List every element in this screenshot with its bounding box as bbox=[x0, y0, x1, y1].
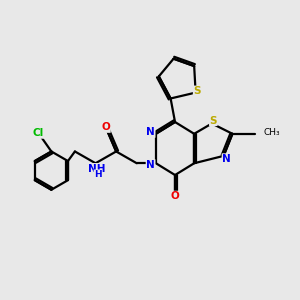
Text: H: H bbox=[94, 170, 102, 179]
Text: N: N bbox=[146, 160, 155, 170]
Text: NH: NH bbox=[88, 164, 106, 173]
Text: N: N bbox=[146, 127, 155, 137]
Text: CH₃: CH₃ bbox=[263, 128, 280, 137]
Text: Cl: Cl bbox=[32, 128, 44, 138]
Text: N: N bbox=[222, 154, 231, 164]
Text: O: O bbox=[101, 122, 110, 132]
Text: S: S bbox=[194, 86, 201, 96]
Text: O: O bbox=[171, 191, 179, 201]
Text: S: S bbox=[210, 116, 217, 126]
